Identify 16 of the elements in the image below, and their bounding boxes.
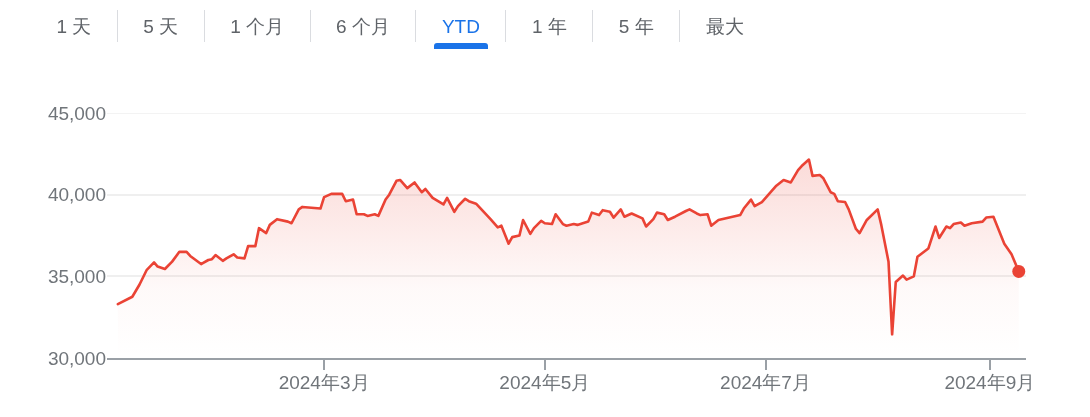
x-tick-label: 2024年3月	[278, 371, 370, 393]
y-tick-label: 45,000	[47, 102, 106, 124]
text: 1 年	[531, 15, 567, 39]
y-tick-label: 30,000	[47, 347, 106, 369]
text: 5 年	[618, 15, 654, 39]
x-tick-label: 2024年7月	[720, 371, 811, 393]
text: 最大	[705, 15, 744, 39]
x-tick-label: 2024年9月	[944, 371, 1036, 393]
text: YTD	[441, 16, 480, 38]
text: 5 天	[143, 15, 179, 39]
y-tick-label: 40,000	[47, 184, 106, 206]
text: 1 天	[56, 15, 92, 39]
x-tick-label: 2024年5月	[499, 371, 591, 393]
y-tick-label: 35,000	[47, 265, 106, 287]
text: 6 个月	[336, 15, 390, 39]
text: 1 个月	[230, 15, 285, 39]
